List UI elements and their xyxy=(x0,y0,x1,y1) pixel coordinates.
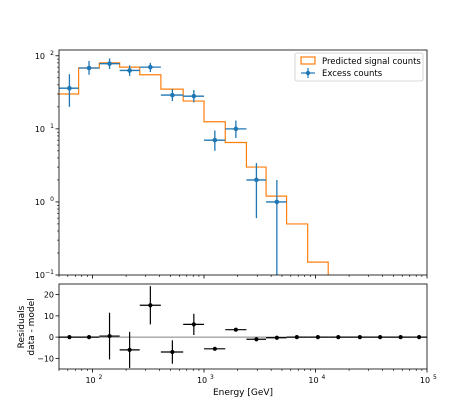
counts-y-tick-exp-3: 2 xyxy=(50,50,54,57)
legend-label-predicted: Predicted signal counts xyxy=(322,57,421,67)
residuals-x-tick-exp-1: 3 xyxy=(210,374,214,381)
residual-point-13 xyxy=(328,335,350,340)
excess-point-0 xyxy=(59,74,79,107)
residual-point-10 xyxy=(266,335,287,340)
counts-y-tick-label-3: 10 xyxy=(35,52,45,61)
excess-point-4 xyxy=(139,62,161,72)
legend-swatch-excess xyxy=(301,68,315,78)
counts-y-tick-exp-0: −1 xyxy=(45,269,54,276)
residuals-x-tick-label-0: 10 xyxy=(85,376,95,385)
counts-y-tick-label-2: 10 xyxy=(35,125,45,134)
excess-point-10 xyxy=(266,179,287,275)
residuals-x-tick-exp-3: 5 xyxy=(433,374,437,381)
excess-point-3 xyxy=(119,65,140,76)
residual-point-15 xyxy=(370,335,391,340)
counts-axes-frame xyxy=(58,49,428,276)
residuals-x-tick-exp-0: 2 xyxy=(99,374,103,381)
residual-point-7 xyxy=(204,346,226,351)
counts-y-tick-label-0: 10 xyxy=(35,271,45,280)
residuals-axes-frame xyxy=(58,283,428,370)
residuals-y-tick-label-3: 20 xyxy=(44,291,54,300)
predicted-signal-step xyxy=(59,62,329,275)
excess-point-5 xyxy=(160,89,184,102)
excess-point-1 xyxy=(78,60,100,75)
excess-point-7 xyxy=(204,130,226,151)
legend: Predicted signal counts Excess counts xyxy=(294,52,424,82)
residual-point-16 xyxy=(390,335,412,340)
excess-point-9 xyxy=(246,163,267,219)
excess-point-8 xyxy=(225,120,247,138)
residual-point-8 xyxy=(225,327,247,332)
y-axis-label-line-1: Residuals xyxy=(17,305,27,348)
residuals-x-tick-label-3: 10 xyxy=(420,376,430,385)
excess-point-6 xyxy=(183,90,205,103)
residual-point-6 xyxy=(183,313,205,335)
residuals-y-tick-label-2: 10 xyxy=(44,312,54,321)
residual-point-0 xyxy=(59,335,79,340)
counts-y-tick-exp-1: 0 xyxy=(50,196,54,203)
residuals-y-tick-label-1: 0 xyxy=(49,333,54,342)
excess-point-2 xyxy=(99,58,120,69)
residual-point-1 xyxy=(78,335,100,340)
residual-point-3 xyxy=(119,331,140,368)
counts-x-ticks xyxy=(58,275,428,279)
legend-label-excess: Excess counts xyxy=(322,69,383,79)
residual-point-14 xyxy=(349,335,371,340)
residual-point-9 xyxy=(246,337,267,342)
legend-swatch-predicted xyxy=(300,56,316,65)
residual-point-11 xyxy=(286,335,308,340)
residual-point-12 xyxy=(307,335,329,340)
x-axis-label: Energy [GeV] xyxy=(213,388,273,398)
residuals-x-tick-label-2: 10 xyxy=(308,376,318,385)
residuals-y-tick-label-0: −10 xyxy=(37,354,54,363)
residual-point-2 xyxy=(99,312,120,360)
residuals-y-ticks: −10 0 10 20 xyxy=(37,291,59,363)
legend-box xyxy=(294,52,424,82)
residuals-x-ticks: 10 2 10 3 10 4 10 5 xyxy=(58,369,437,385)
counts-y-tick-exp-2: 1 xyxy=(50,123,54,130)
residual-point-4 xyxy=(139,286,161,325)
counts-y-tick-label-1: 10 xyxy=(35,198,45,207)
y-axis-label-line-2: data - model xyxy=(27,298,37,355)
residuals-x-tick-label-1: 10 xyxy=(197,376,207,385)
residuals-x-tick-exp-2: 4 xyxy=(322,374,326,381)
residual-point-17 xyxy=(411,335,427,340)
residual-point-5 xyxy=(160,340,184,364)
